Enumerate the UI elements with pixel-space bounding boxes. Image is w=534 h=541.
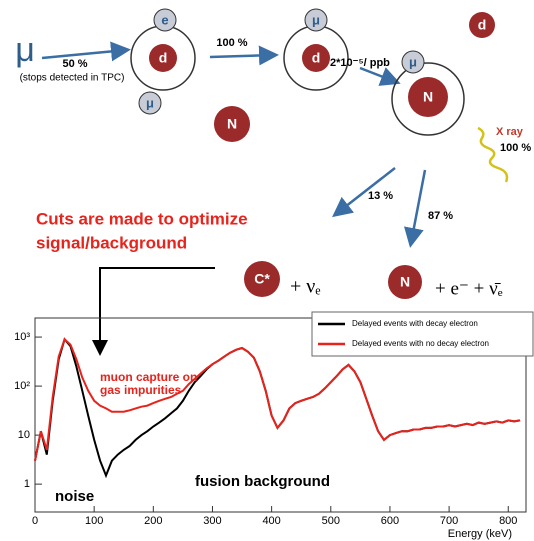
- label: μ: [409, 54, 417, 69]
- series-line: [34, 337, 521, 461]
- arrow: [41, 41, 131, 62]
- arrow: [209, 45, 279, 66]
- note: Cuts are made to optimize: [36, 209, 248, 228]
- atom: [391, 62, 465, 136]
- label: d: [159, 50, 168, 66]
- series-line: [34, 337, 521, 479]
- label: d: [312, 50, 321, 66]
- arrow: [92, 267, 215, 356]
- plot-frame: [34, 317, 527, 513]
- nucleus: [408, 77, 448, 117]
- lepton: [138, 91, 162, 115]
- nucleus: [388, 265, 422, 299]
- note: signal/background: [36, 233, 187, 252]
- annotation: fusion background: [195, 473, 330, 490]
- y-tick-label: 1: [24, 478, 30, 490]
- muon: μ: [15, 31, 35, 69]
- nucleus: [244, 261, 280, 297]
- y-tick-label: 10: [18, 429, 30, 441]
- annotation: noise: [55, 488, 94, 505]
- arrow: [332, 167, 396, 218]
- xray-wave: [477, 126, 509, 183]
- label: X ray: [496, 126, 524, 138]
- x-tick-label: 300: [203, 515, 221, 527]
- nucleus: [149, 44, 177, 72]
- lepton: [304, 8, 328, 32]
- label: 50 %: [62, 58, 87, 70]
- arrow: [359, 66, 401, 86]
- label: 13 %: [368, 190, 393, 202]
- label: d: [478, 17, 487, 33]
- nucleus: [469, 12, 495, 38]
- x-axis-label: Energy (keV): [448, 528, 512, 540]
- label: e: [161, 12, 168, 27]
- label: 100 %: [216, 37, 247, 49]
- label: μ: [312, 12, 320, 27]
- x-tick-label: 100: [85, 515, 103, 527]
- legend-label: Delayed events with no decay electron: [352, 339, 489, 348]
- y-tick-label: 10³: [14, 331, 30, 343]
- x-tick-label: 800: [499, 515, 517, 527]
- x-tick-label: 700: [440, 515, 458, 527]
- x-tick-label: 500: [322, 515, 340, 527]
- diagram: μ 50 % (stops detected in TPC) d e μ 100…: [15, 8, 531, 356]
- legend-label: Delayed events with decay electron: [352, 319, 478, 328]
- label: 2*10⁻⁵/ ppb: [330, 57, 390, 69]
- nucleus: [214, 106, 250, 142]
- label: μ: [146, 95, 154, 110]
- label: + νₑ: [290, 276, 320, 298]
- x-tick-label: 600: [381, 515, 399, 527]
- label: (stops detected in TPC): [20, 73, 125, 84]
- x-tick-label: 200: [144, 515, 162, 527]
- label: 87 %: [428, 210, 453, 222]
- lepton: [153, 8, 177, 32]
- label: N: [423, 89, 433, 105]
- y-tick-label: 10²: [14, 380, 30, 392]
- annotation: muon capture on: [100, 370, 197, 384]
- x-tick-label: 400: [262, 515, 280, 527]
- legend-box: [311, 311, 534, 357]
- label: C*: [254, 271, 270, 287]
- lepton: [401, 50, 425, 74]
- label: N: [227, 116, 237, 132]
- x-tick-label: 0: [32, 515, 38, 527]
- label: 100 %: [500, 142, 531, 154]
- nucleus: [302, 44, 330, 72]
- label: + e⁻ + ν̄ₑ: [435, 278, 503, 299]
- label: N: [400, 274, 410, 290]
- annotation: gas impurities: [100, 383, 182, 397]
- arrow: [404, 169, 427, 248]
